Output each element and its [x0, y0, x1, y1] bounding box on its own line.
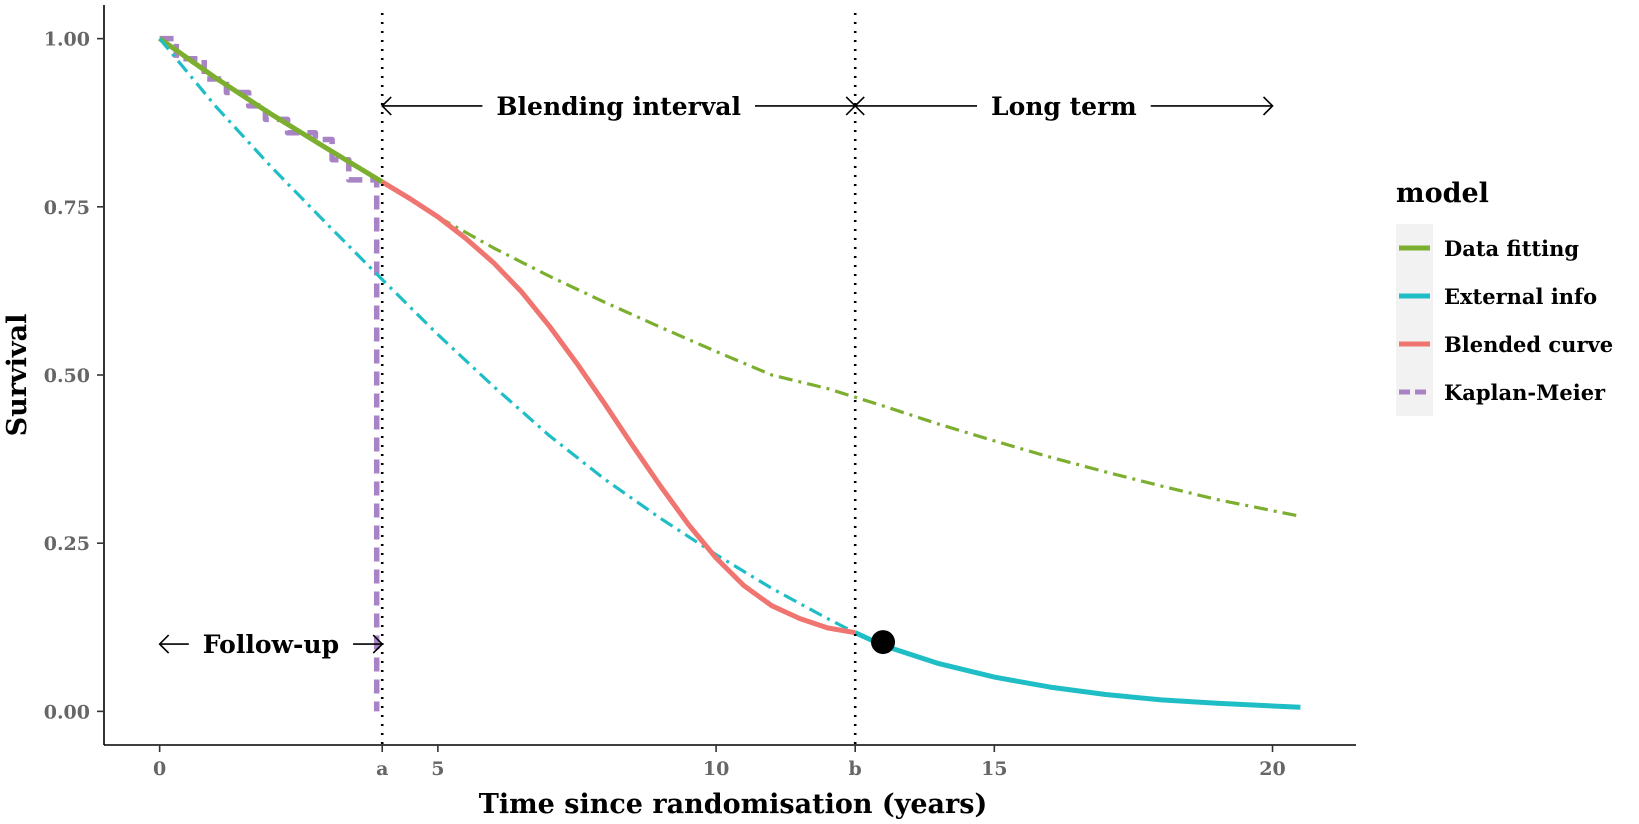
y-tick-label: 1.00 [44, 29, 90, 51]
x-tick-label: b [849, 758, 862, 780]
transition-point-marker [871, 630, 896, 655]
series-line-kaplan-meier-dashed-0 [159, 35, 380, 712]
markers [871, 630, 896, 655]
y-tick-label: 0.50 [44, 365, 90, 387]
y-tick-label: 0.25 [44, 533, 90, 555]
plot-lines [158, 35, 1301, 712]
series-line-blended-curve-solid-0 [380, 179, 856, 636]
legend-key-background [1396, 224, 1433, 416]
annotation-blending-interval: Blending interval [496, 92, 741, 121]
x-tick-label: 15 [981, 758, 1007, 780]
annotation-long-term: Long term [991, 92, 1137, 121]
y-ticks: 0.00 0.25 0.50 0.75 1.00 [44, 29, 104, 723]
x-tick-label: a [376, 758, 388, 780]
series-line-data-fitting-solid-0 [158, 36, 384, 185]
x-tick-label: 10 [703, 758, 729, 780]
legend-label-data-fitting: Data fitting [1444, 236, 1579, 261]
legend-label-external-info: External info [1444, 284, 1597, 309]
series-line-data-fitting-dashdot-1 [437, 215, 1301, 518]
arrow-head [158, 634, 170, 654]
legend-title: model [1396, 178, 1489, 209]
arrow-head [1262, 96, 1274, 116]
x-tick-label: 0 [153, 758, 166, 780]
legend: model Data fitting External info Blended cu… [1396, 178, 1613, 416]
annotation-follow-up: Follow-up [203, 630, 339, 659]
arrow-head [372, 634, 384, 654]
legend-label-kaplan-meier: Kaplan-Meier [1444, 380, 1606, 405]
y-tick-label: 0.00 [44, 701, 90, 723]
x-tick-label: 5 [431, 758, 444, 780]
arrow-head [854, 96, 865, 116]
series-line-external-info-dashdot-0 [158, 37, 856, 635]
arrow-head [381, 96, 392, 116]
x-axis-title: Time since randomisation (years) [479, 789, 987, 820]
legend-label-blended-curve: Blended curve [1444, 332, 1613, 357]
y-tick-label: 0.75 [44, 197, 90, 219]
x-ticks: 0 a 5 10 b 15 20 [153, 745, 1286, 780]
annotations: Blending interval Long term Follow-up [158, 92, 1274, 659]
y-axis-title: Survival [2, 314, 33, 437]
x-tick-label: 20 [1259, 758, 1285, 780]
series-line-external-info-solid-1 [854, 630, 1301, 710]
